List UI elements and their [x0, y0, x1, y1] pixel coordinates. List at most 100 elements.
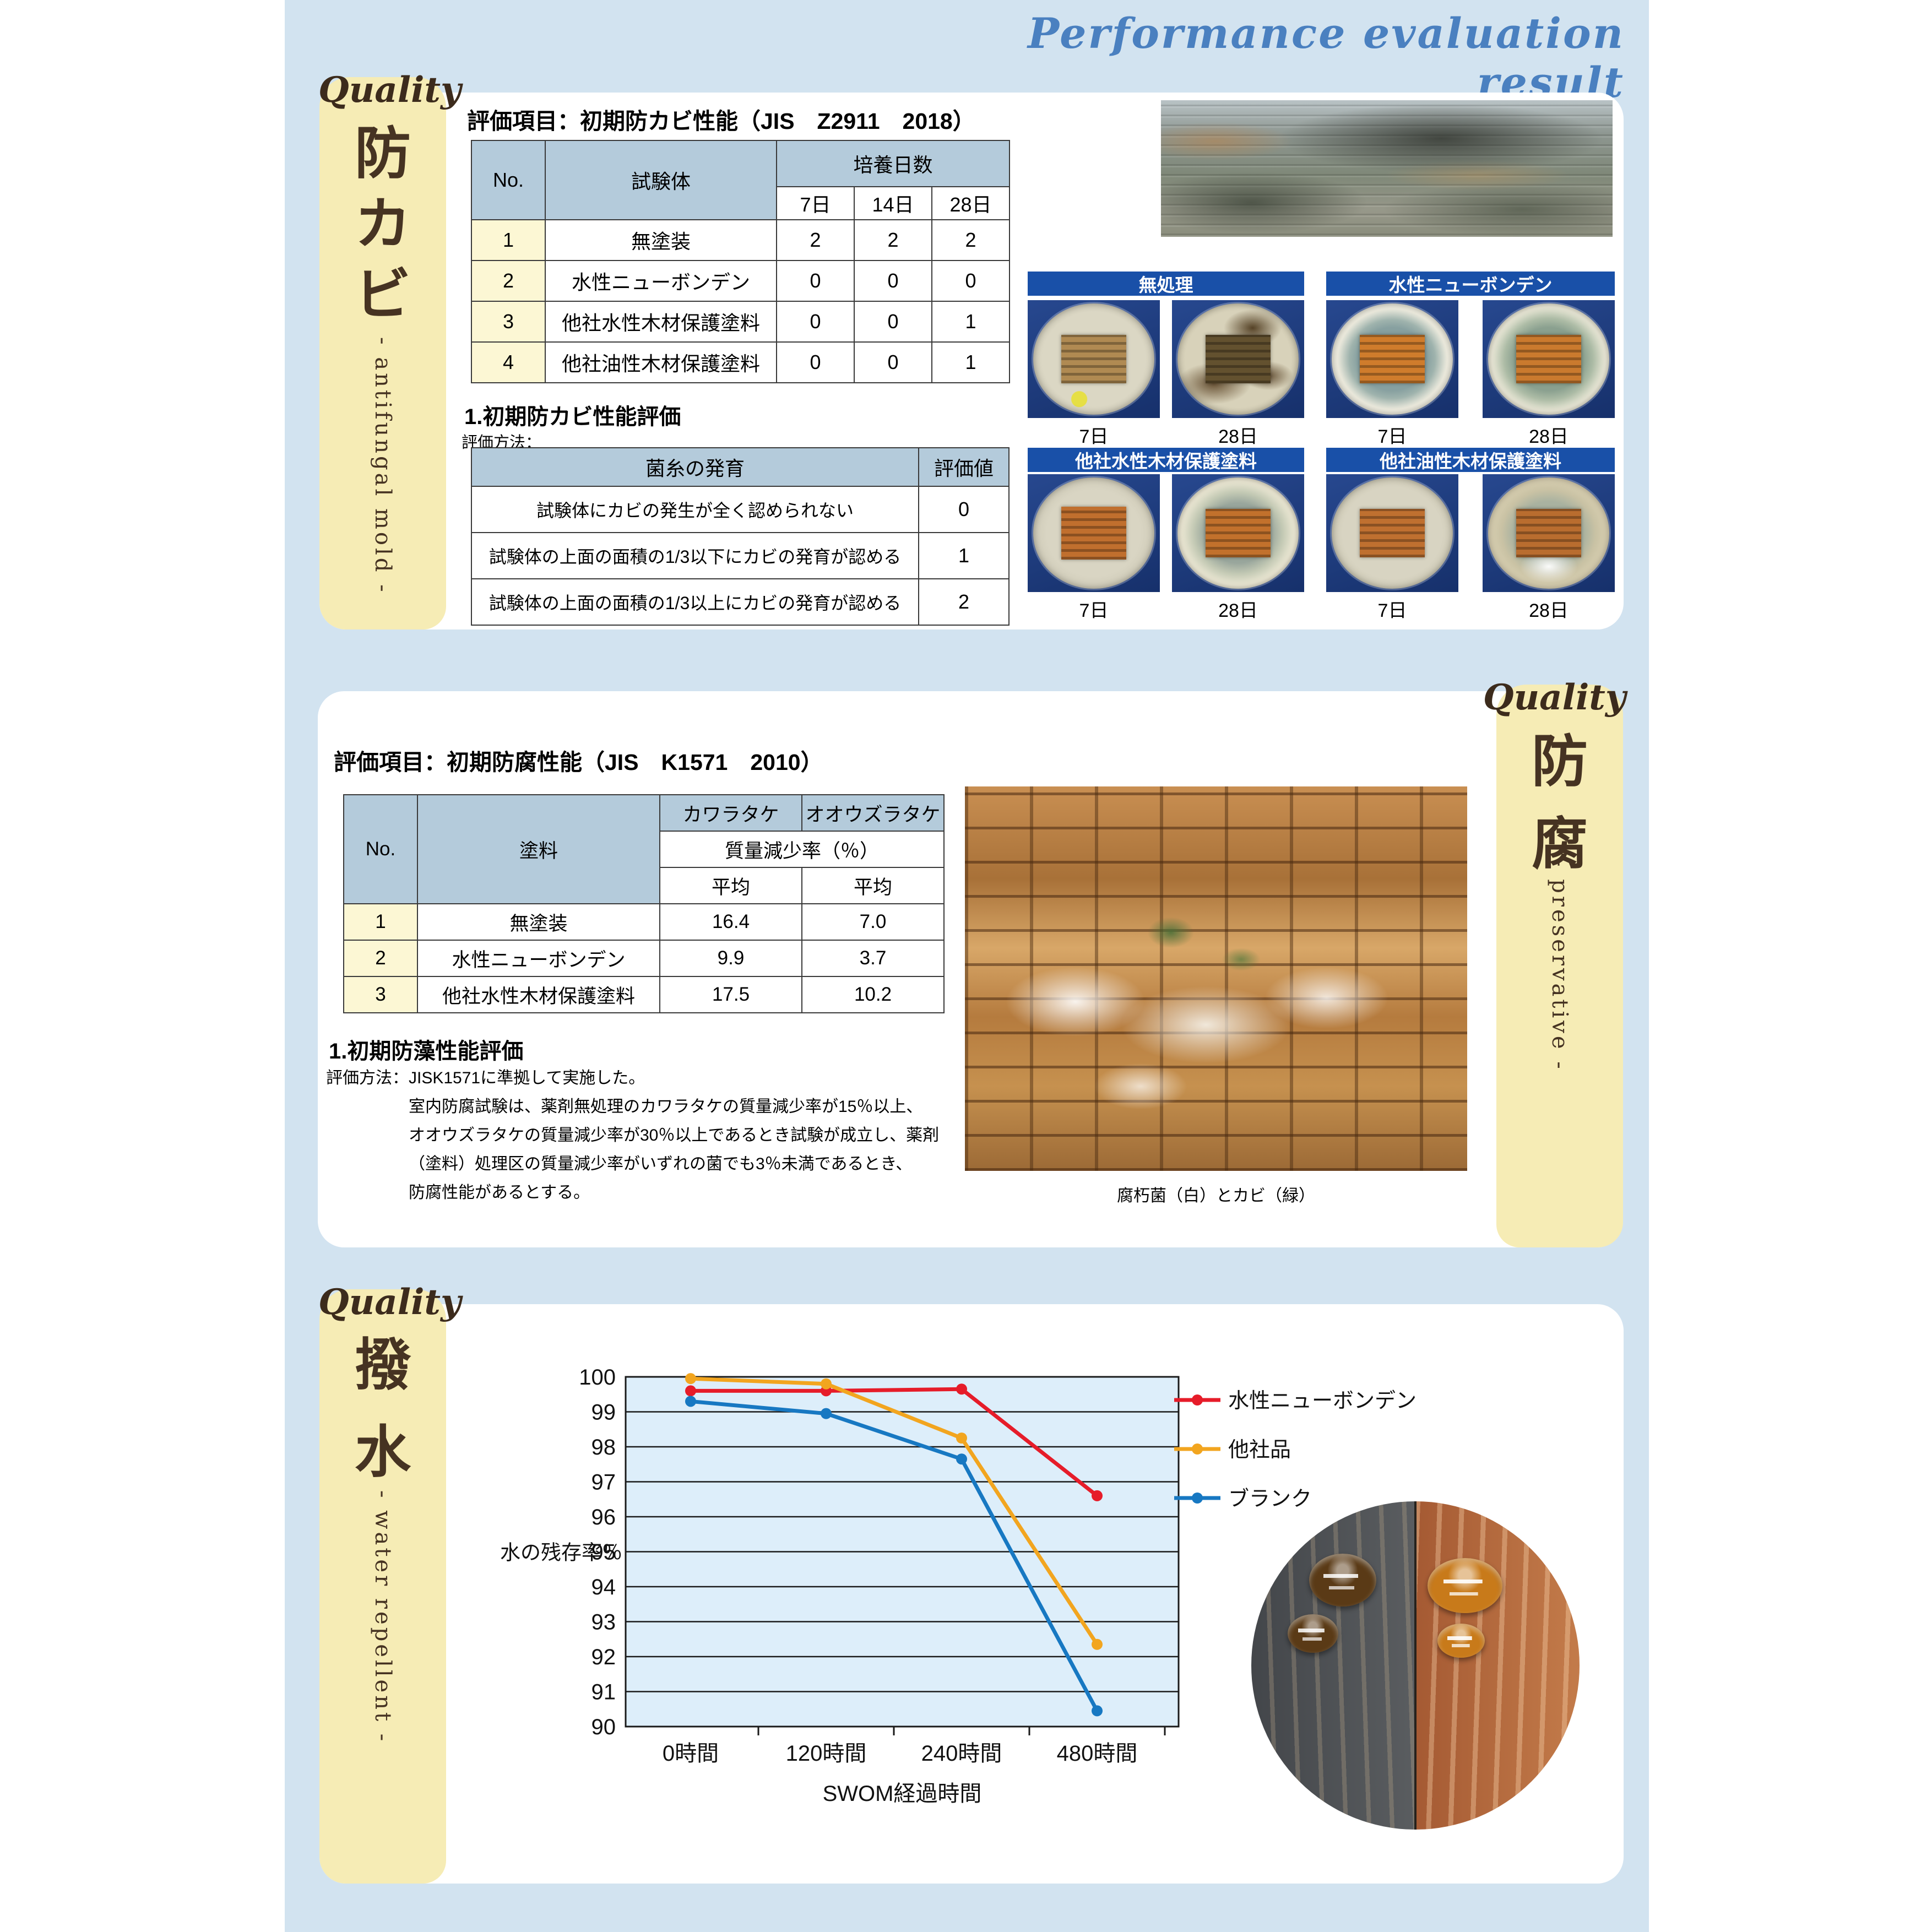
col-header-growth: 菌糸の発育	[471, 447, 919, 487]
petri-group-header: 他社水性木材保護塗料	[1028, 448, 1304, 472]
petri-dish-photo	[1028, 474, 1160, 592]
lumber-mold-overlay	[965, 786, 1467, 1171]
col-header-massloss: 質量減少率（％）	[659, 831, 945, 868]
weathered-wood-photo	[1161, 100, 1613, 237]
col-header-no: No.	[471, 140, 546, 220]
data-point	[956, 1432, 967, 1444]
y-tick-label: 97	[591, 1470, 616, 1495]
legend-marker	[1192, 1443, 1203, 1455]
dark-wood-half	[1251, 1501, 1415, 1830]
strip-antifungal	[319, 77, 446, 629]
eval-title-preservative: 評価項目：初期防腐性能（JIS K1571 2010）	[334, 750, 823, 775]
water-droplet	[1428, 1558, 1502, 1613]
petri-dish-photo	[1483, 474, 1615, 592]
wood-sample	[1061, 335, 1126, 383]
petri-caption: 28日	[1218, 600, 1258, 621]
data-point	[685, 1373, 696, 1385]
water-retention-chart: 90 91 92 93 94 95 96 97 98 99 100 0時間 120時間 240時間 480時…	[500, 1365, 1417, 1806]
col-header-day28: 28日	[931, 186, 1010, 220]
antifungal-results-table: No. 試験体 培養日数 7日 14日 28日 1 無塗装 2 2 2 2 水性…	[471, 140, 1010, 383]
legend-marker	[1192, 1493, 1203, 1504]
x-tick-label: 120時間	[786, 1741, 867, 1766]
kanji-char: 撥	[355, 1334, 411, 1397]
col-header-paint: 塗料	[417, 794, 660, 904]
petri-caption: 28日	[1218, 426, 1258, 447]
table-row: 試験体の上面の面積の1/3以下にカビの発育が認める 1	[471, 532, 1010, 579]
col-header-specimen: 試験体	[545, 140, 777, 220]
kanji-char: 水	[355, 1421, 411, 1484]
section-title-preservative: 防 腐	[1496, 734, 1623, 872]
table-row: 3 他社水性木材保護塗料 0 0 1	[471, 301, 1010, 343]
x-tick-label: 240時間	[921, 1741, 1002, 1766]
preservative-method-text: 評価方法：JISK1571に準拠して実施した。 室内防腐試験は、薬剤無処理のカワ…	[326, 1064, 939, 1207]
x-tick-label: 0時間	[663, 1741, 719, 1766]
method-line: 防腐性能があるとする。	[409, 1184, 590, 1202]
strip-preservative	[1496, 685, 1623, 1247]
data-point	[956, 1383, 967, 1395]
petri-group-header: 水性ニューボンデン	[1326, 272, 1615, 296]
y-tick-label: 100	[579, 1365, 616, 1390]
wood-sample	[1206, 335, 1271, 383]
kanji-char: 防	[1532, 730, 1588, 793]
petri-dish-photo	[1172, 300, 1304, 418]
eval-title-antifungal: 評価項目：初期防カビ性能（JIS Z2911 2018）	[467, 108, 975, 134]
col-header-day14: 14日	[854, 186, 932, 220]
antifungal-eval-heading: 1.初期防カビ性能評価	[464, 405, 681, 429]
petri-dish-photo	[1326, 474, 1458, 592]
petri-group-header: 無処理	[1028, 272, 1304, 296]
col-header-fungus1: カワラタケ	[659, 794, 802, 832]
section-subtitle-water: - water repellent -	[370, 1490, 395, 1744]
method-line: オオウズラタケの質量減少率が30％以上であるとき試験が成立し、薬剤	[409, 1126, 940, 1144]
col-header-avg: 平均	[659, 867, 802, 904]
col-header-avg: 平均	[801, 867, 945, 904]
petri-dish-photo	[1172, 474, 1304, 592]
wood-sample	[1360, 335, 1425, 383]
section-subtitle-antifungal: - antifungal mold -	[370, 337, 395, 595]
data-point	[685, 1396, 696, 1407]
petri-caption: 7日	[1377, 600, 1407, 621]
series-line-2	[690, 1399, 1099, 1712]
wood-sample	[1360, 509, 1425, 557]
photo-caption: 腐朽菌（白）とカビ（緑）	[1117, 1187, 1315, 1205]
kanji-char: 腐	[1532, 813, 1588, 876]
data-point	[821, 1408, 832, 1419]
method-line: 評価方法：JISK1571に準拠して実施した。	[326, 1069, 645, 1087]
plot-frame	[625, 1376, 1180, 1728]
legend-label: 水性ニューボンデン	[1228, 1390, 1417, 1413]
data-point	[1092, 1490, 1103, 1501]
table-row: 3 他社水性木材保護塗料 17.5 10.2	[343, 976, 945, 1013]
data-point	[1092, 1638, 1103, 1650]
x-axis-title: SWOM経過時間	[823, 1782, 982, 1806]
section-subtitle-preservative: - preservative -	[1547, 859, 1572, 1072]
x-tick-label: 480時間	[1057, 1741, 1138, 1766]
section-title-water: 撥 水	[319, 1337, 446, 1480]
antifungal-criteria-table: 菌糸の発育 評価値 試験体にカビの発生が全く認められない 0 試験体の上面の面積…	[471, 447, 1010, 626]
col-header-days: 培養日数	[776, 140, 1010, 187]
orange-wood-half	[1415, 1501, 1580, 1830]
preservative-results-table: No. 塗料 カワラタケ オオウズラタケ 質量減少率（％） 平均 平均 1 無塗…	[343, 794, 945, 1013]
col-header-fungus2: オオウズラタケ	[801, 794, 945, 832]
section-title-antifungal: 防 カ ビ	[319, 126, 446, 323]
water-droplet	[1309, 1554, 1376, 1607]
col-header-day7: 7日	[776, 186, 855, 220]
preservative-eval-heading: 1.初期防藻性能評価	[329, 1039, 524, 1063]
col-header-value: 評価値	[918, 447, 1010, 487]
method-line: 室内防腐試験は、薬剤無処理のカワラタケの質量減少率が15％以上、	[409, 1098, 923, 1116]
water-droplet	[1288, 1614, 1338, 1653]
quality-script-label: Quality	[318, 69, 462, 111]
table-row: 試験体にカビの発生が全く認められない 0	[471, 486, 1010, 533]
quality-script-label: Quality	[1483, 677, 1626, 718]
table-row: 2 水性ニューボンデン 9.9 3.7	[343, 940, 945, 977]
wood-sample	[1516, 509, 1581, 557]
y-axis-title: 水の残存率％	[500, 1542, 622, 1564]
kanji-char: 防	[355, 122, 411, 185]
quality-script-label: Quality	[318, 1282, 462, 1323]
wood-sample	[1516, 335, 1581, 383]
y-tick-label: 94	[591, 1575, 616, 1599]
petri-caption: 7日	[1079, 426, 1109, 447]
y-tick-label: 98	[591, 1435, 616, 1459]
y-tick-label: 90	[591, 1715, 616, 1739]
data-point	[821, 1378, 832, 1390]
strip-water-repellent	[319, 1289, 446, 1884]
y-tick-label: 91	[591, 1680, 616, 1705]
